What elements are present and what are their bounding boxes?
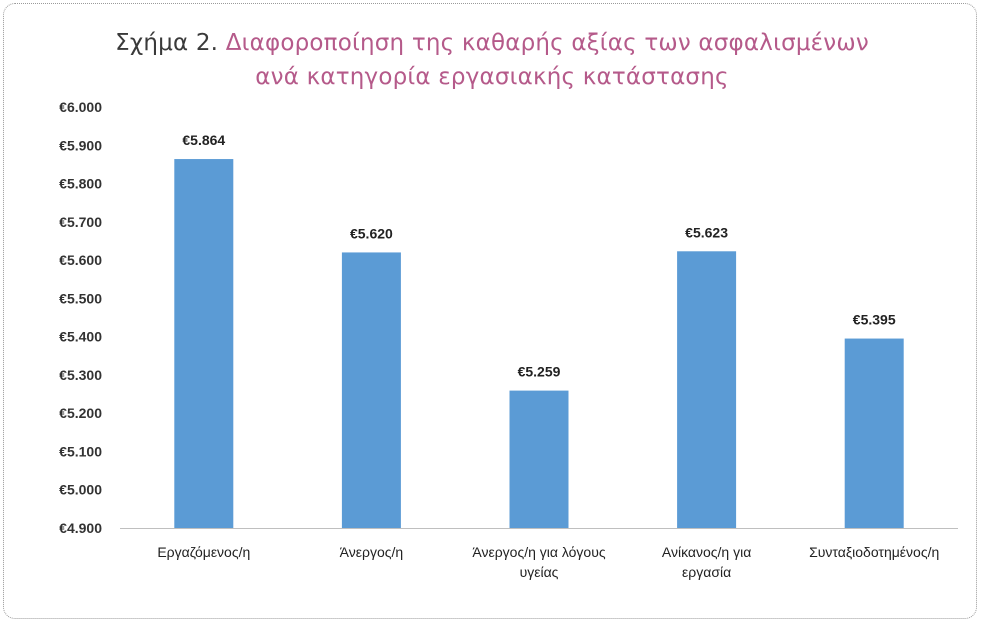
y-tick-label: €5.200	[59, 405, 102, 421]
x-tick-label: Ανίκανος/η για	[662, 544, 751, 560]
x-tick-label: Εργαζόμενος/η	[157, 544, 250, 560]
y-tick-label: €5.700	[59, 214, 102, 230]
bar	[844, 338, 904, 528]
x-tick-label: Συνταξιοδοτημένος/η	[809, 544, 939, 560]
data-label: €5.623	[685, 224, 728, 240]
chart-title-text-1: Διαφοροποίηση της καθαρής αξίας των ασφα…	[225, 30, 869, 56]
y-tick-label: €5.900	[59, 137, 102, 153]
y-tick-label: €5.800	[59, 176, 102, 192]
data-label: €5.864	[182, 132, 225, 148]
chart-frame	[3, 3, 977, 619]
y-tick-label: €5.000	[59, 482, 102, 498]
x-tick-label: εργασία	[682, 564, 731, 580]
data-label: €5.259	[518, 364, 561, 380]
y-tick-label: €5.300	[59, 367, 102, 383]
chart-title: Σχήμα 2. Διαφοροποίηση της καθαρής αξίας…	[0, 26, 984, 94]
x-tick-label: Άνεργος/η για λόγους	[472, 544, 606, 560]
chart-title-line-2: ανά κατηγορία εργασιακής κατάστασης	[255, 64, 729, 90]
bar	[509, 390, 569, 528]
x-tick-label: Άνεργος/η	[340, 544, 404, 560]
bar	[174, 159, 234, 528]
y-tick-label: €5.500	[59, 290, 102, 306]
y-tick-label: €6.000	[59, 99, 102, 115]
y-tick-label: €4.900	[59, 520, 102, 536]
data-label: €5.620	[350, 225, 393, 241]
bar	[341, 252, 401, 528]
y-tick-label: €5.400	[59, 329, 102, 345]
chart-title-prefix: Σχήμα 2.	[115, 30, 219, 56]
bar	[677, 251, 737, 528]
y-tick-label: €5.100	[59, 443, 102, 459]
x-tick-label: υγείας	[520, 564, 559, 580]
y-tick-label: €5.600	[59, 252, 102, 268]
data-label: €5.395	[853, 312, 896, 328]
chart-title-line-1: Σχήμα 2. Διαφοροποίηση της καθαρής αξίας…	[0, 26, 984, 60]
